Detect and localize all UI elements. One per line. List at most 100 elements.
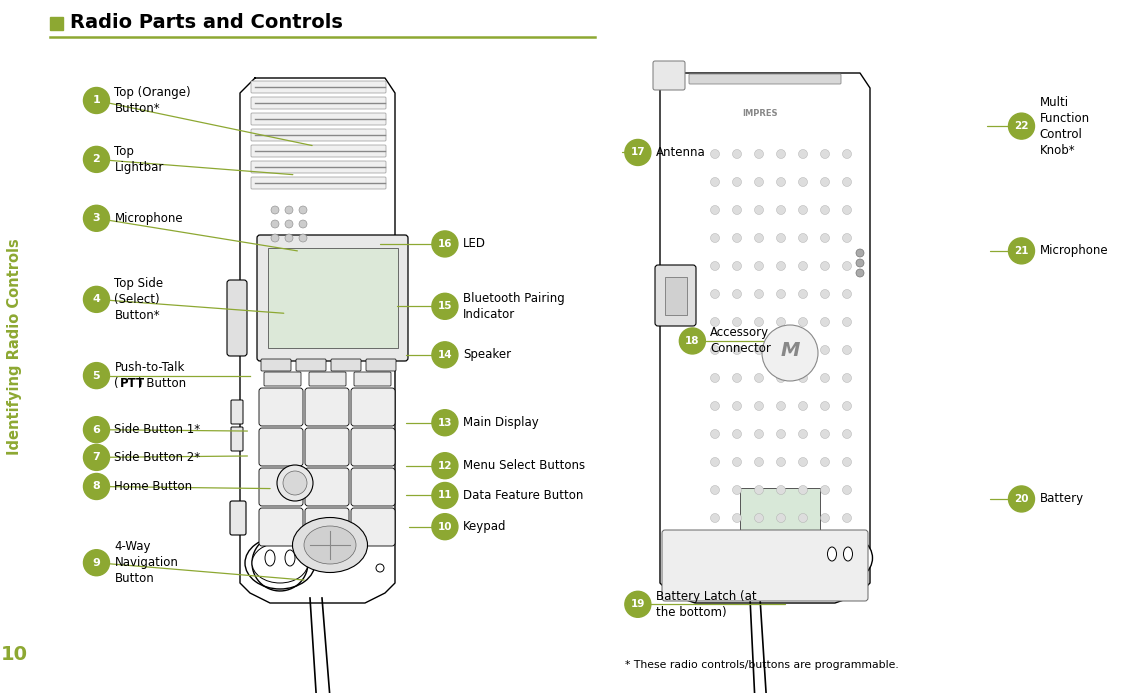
FancyBboxPatch shape: [354, 372, 390, 386]
Circle shape: [711, 401, 720, 410]
Text: Keypad: Keypad: [463, 520, 506, 533]
Ellipse shape: [293, 518, 368, 572]
Ellipse shape: [304, 526, 356, 564]
Circle shape: [1009, 113, 1034, 139]
Circle shape: [711, 206, 720, 215]
Text: Home Button: Home Button: [115, 480, 193, 493]
Text: IMPRES: IMPRES: [742, 109, 777, 118]
Circle shape: [842, 317, 851, 326]
Circle shape: [821, 346, 830, 355]
Circle shape: [799, 457, 807, 466]
Circle shape: [799, 261, 807, 270]
Circle shape: [776, 514, 785, 523]
Circle shape: [799, 430, 807, 439]
Text: ) Button: ) Button: [138, 377, 186, 390]
Circle shape: [285, 206, 293, 214]
Ellipse shape: [807, 533, 873, 583]
Circle shape: [776, 401, 785, 410]
Text: 16: 16: [438, 239, 452, 249]
Text: 3: 3: [93, 213, 100, 223]
Circle shape: [776, 261, 785, 270]
Text: Microphone: Microphone: [115, 212, 183, 225]
Circle shape: [84, 416, 109, 443]
Circle shape: [755, 401, 764, 410]
Circle shape: [732, 457, 741, 466]
Circle shape: [711, 317, 720, 326]
Circle shape: [856, 259, 864, 267]
Circle shape: [299, 234, 306, 242]
Circle shape: [732, 261, 741, 270]
Circle shape: [711, 457, 720, 466]
Circle shape: [821, 290, 830, 299]
Text: Data Feature Button: Data Feature Button: [463, 489, 583, 502]
Text: Multi
Function
Control
Knob*: Multi Function Control Knob*: [1040, 96, 1090, 157]
Circle shape: [84, 550, 109, 576]
Circle shape: [842, 374, 851, 383]
FancyBboxPatch shape: [259, 508, 303, 546]
Circle shape: [776, 374, 785, 383]
Text: 7: 7: [93, 453, 100, 462]
Text: 10: 10: [1, 645, 28, 665]
FancyBboxPatch shape: [689, 74, 841, 84]
Circle shape: [271, 234, 279, 242]
Text: 8: 8: [93, 482, 100, 491]
Circle shape: [842, 150, 851, 159]
FancyBboxPatch shape: [351, 508, 395, 546]
Text: 22: 22: [1015, 121, 1028, 131]
Bar: [268, 248, 398, 348]
Circle shape: [842, 486, 851, 495]
Text: 20: 20: [1015, 494, 1028, 504]
Circle shape: [84, 286, 109, 313]
Text: 11: 11: [438, 491, 452, 500]
Circle shape: [711, 346, 720, 355]
Text: 17: 17: [631, 148, 645, 157]
Text: Main Display: Main Display: [463, 416, 539, 429]
Bar: [665, 277, 687, 315]
Text: 9: 9: [93, 558, 100, 568]
FancyBboxPatch shape: [351, 388, 395, 426]
Text: 2: 2: [93, 155, 100, 164]
FancyBboxPatch shape: [309, 372, 346, 386]
Circle shape: [432, 482, 457, 509]
Circle shape: [711, 290, 720, 299]
Circle shape: [755, 457, 764, 466]
Text: Menu Select Buttons: Menu Select Buttons: [463, 459, 585, 472]
Circle shape: [821, 150, 830, 159]
FancyBboxPatch shape: [230, 501, 246, 535]
Text: Top
Lightbar: Top Lightbar: [115, 145, 163, 174]
Circle shape: [84, 444, 109, 471]
Text: Antenna: Antenna: [656, 146, 706, 159]
FancyBboxPatch shape: [251, 81, 386, 93]
Circle shape: [755, 514, 764, 523]
Ellipse shape: [827, 547, 836, 561]
Circle shape: [711, 486, 720, 495]
Circle shape: [271, 206, 279, 214]
Text: Microphone: Microphone: [1040, 245, 1108, 257]
Circle shape: [755, 346, 764, 355]
FancyBboxPatch shape: [305, 508, 348, 546]
Circle shape: [432, 514, 457, 540]
Circle shape: [711, 430, 720, 439]
FancyBboxPatch shape: [296, 359, 326, 371]
Text: 5: 5: [93, 371, 100, 380]
Circle shape: [821, 486, 830, 495]
Circle shape: [84, 146, 109, 173]
Ellipse shape: [264, 550, 275, 566]
Circle shape: [277, 465, 313, 501]
Circle shape: [799, 401, 807, 410]
FancyBboxPatch shape: [251, 145, 386, 157]
Text: Identifying Radio Controls: Identifying Radio Controls: [7, 238, 23, 455]
FancyBboxPatch shape: [251, 97, 386, 109]
Circle shape: [842, 514, 851, 523]
Ellipse shape: [245, 537, 316, 589]
Circle shape: [711, 150, 720, 159]
Text: Top (Orange)
Button*: Top (Orange) Button*: [115, 86, 191, 115]
Circle shape: [732, 346, 741, 355]
Circle shape: [842, 457, 851, 466]
Circle shape: [776, 150, 785, 159]
Text: 18: 18: [686, 336, 699, 346]
FancyBboxPatch shape: [351, 428, 395, 466]
Circle shape: [732, 514, 741, 523]
Circle shape: [755, 234, 764, 243]
Text: Bluetooth Pairing
Indicator: Bluetooth Pairing Indicator: [463, 292, 565, 321]
